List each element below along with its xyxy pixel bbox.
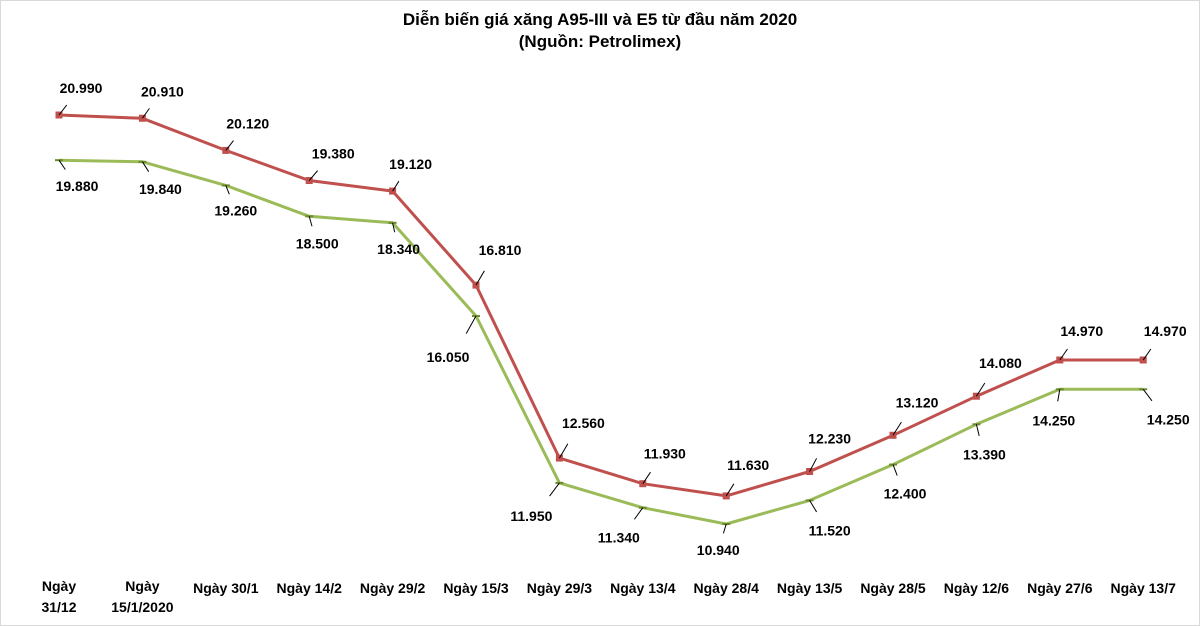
x-tick-label-8: Ngày 28/4: [694, 580, 760, 596]
leader-line-a95-7: [642, 471, 651, 484]
data-label-a95-4: 19.120: [389, 156, 432, 172]
data-label-e5-8: 10.940: [697, 542, 740, 558]
leader-line-a95-12: [1059, 348, 1068, 361]
data-label-a95-7: 11.930: [644, 446, 686, 462]
data-label-a95-11: 14.080: [979, 355, 1022, 371]
data-label-e5-2: 19.260: [214, 202, 257, 218]
leader-line-a95-8: [725, 483, 735, 497]
x-tick-label-7: Ngày 13/4: [610, 580, 676, 596]
x-tick-label-12: Ngày 27/6: [1027, 580, 1093, 596]
data-label-e5-7: 11.340: [598, 530, 640, 546]
data-label-a95-8: 11.630: [727, 457, 769, 473]
x-tick-label-0-1: 31/12: [41, 599, 76, 615]
data-label-e5-11: 13.390: [963, 446, 1006, 462]
data-label-a95-9: 12.230: [808, 431, 851, 447]
leader-line-e5-0: [58, 159, 66, 170]
leader-line-e5-9: [809, 500, 818, 513]
chart-subtitle: (Nguồn: Petrolimex): [518, 32, 682, 51]
leader-line-a95-6: [558, 443, 569, 459]
leader-line-e5-6: [549, 482, 560, 497]
x-tick-label-11: Ngày 12/6: [944, 580, 1010, 596]
leader-line-e5-8: [722, 523, 727, 534]
leader-line-a95-1: [141, 108, 150, 119]
x-tick-label-5: Ngày 15/3: [443, 580, 509, 596]
leader-line-a95-5: [475, 270, 485, 286]
data-label-e5-4: 18.340: [377, 241, 420, 257]
data-label-e5-0: 19.880: [56, 178, 99, 194]
data-label-a95-10: 13.120: [896, 394, 939, 410]
data-label-e5-6: 11.950: [510, 508, 552, 524]
x-tick-label-0-0: Ngày: [42, 578, 76, 594]
data-label-e5-9: 11.520: [809, 522, 851, 538]
data-label-e5-10: 12.400: [884, 486, 927, 502]
data-label-a95-12: 14.970: [1060, 323, 1103, 339]
x-tick-label-6: Ngày 29/3: [527, 580, 593, 596]
x-tick-label-1-1: 15/1/2020: [111, 599, 173, 615]
leader-line-e5-12: [1057, 389, 1061, 402]
leader-line-e5-10: [892, 464, 898, 476]
leader-line-a95-11: [975, 382, 986, 397]
leader-line-a95-4: [392, 180, 400, 192]
x-tick-label-3: Ngày 14/2: [277, 580, 343, 596]
x-tick-label-9: Ngày 13/5: [777, 580, 843, 596]
data-label-a95-6: 12.560: [562, 415, 605, 431]
data-label-a95-1: 20.910: [141, 83, 184, 99]
data-label-a95-0: 20.990: [60, 80, 103, 96]
x-tick-label-4: Ngày 29/2: [360, 580, 426, 596]
leader-line-e5-4: [392, 222, 396, 233]
leader-line-e5-13: [1142, 388, 1153, 402]
data-label-e5-5: 16.050: [427, 349, 470, 365]
leader-line-e5-3: [308, 216, 313, 227]
data-label-e5-1: 19.840: [139, 181, 182, 197]
x-tick-label-1-0: Ngày: [125, 578, 159, 594]
data-label-e5-3: 18.500: [296, 235, 339, 251]
x-tick-label-10: Ngày 28/5: [860, 580, 926, 596]
data-label-a95-5: 16.810: [479, 242, 522, 258]
leader-line-a95-0: [58, 104, 68, 116]
leader-line-a95-3: [308, 170, 318, 181]
leader-line-a95-9: [809, 458, 818, 472]
series-line-a95-iii: [58, 113, 1144, 498]
leader-line-a95-10: [892, 421, 902, 436]
leader-line-e5-1: [141, 161, 150, 172]
leader-line-e5-5: [465, 315, 477, 334]
leader-line-e5-7: [633, 507, 644, 520]
x-tick-label-13: Ngày 13/7: [1111, 580, 1177, 596]
data-label-a95-13: 14.970: [1144, 323, 1187, 339]
chart-title-block: Diễn biến giá xăng A95-III và E5 từ đầu …: [1, 9, 1199, 53]
data-label-a95-2: 20.120: [226, 115, 269, 131]
series-line-e5: [58, 158, 1144, 526]
data-label-e5-13: 14.250: [1147, 411, 1190, 427]
x-tick-label-2: Ngày 30/1: [193, 580, 259, 596]
data-label-e5-12: 14.250: [1032, 412, 1075, 428]
chart-title: Diễn biến giá xăng A95-III và E5 từ đầu …: [402, 10, 798, 29]
leader-line-a95-13: [1142, 348, 1152, 361]
leader-line-a95-2: [225, 140, 234, 151]
leader-line-e5-11: [975, 424, 980, 436]
data-label-a95-3: 19.380: [312, 146, 355, 162]
leader-line-e5-2: [225, 185, 230, 195]
